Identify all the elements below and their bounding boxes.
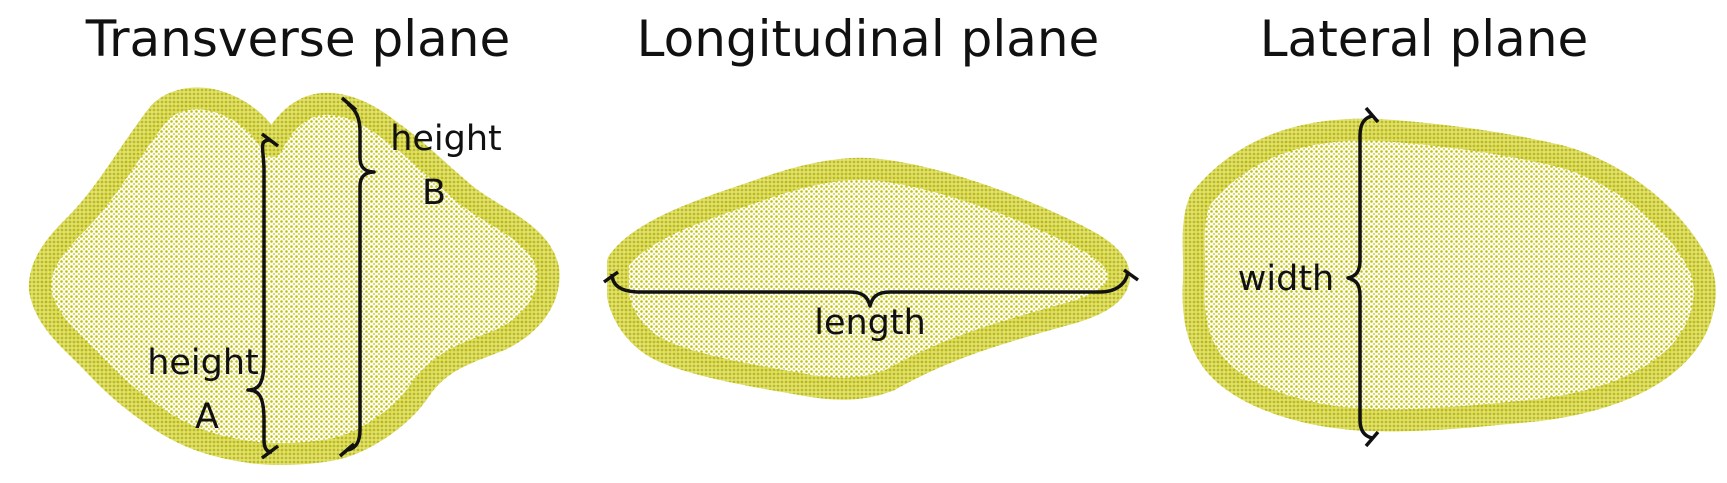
width-label: width <box>1238 259 1334 299</box>
lateral-title: Lateral plane <box>1260 10 1589 68</box>
lateral-cloud-rim <box>1182 118 1716 432</box>
length-brace <box>602 268 1140 308</box>
length-label: length <box>814 303 926 343</box>
width-brace <box>1346 106 1380 448</box>
longitudinal-cloud-rim <box>607 157 1130 400</box>
longitudinal-panel: Longitudinal plane length <box>602 10 1140 400</box>
lateral-point-cloud <box>1182 118 1716 432</box>
transverse-panel: Transverse plane height A height B <box>28 10 560 466</box>
transverse-cloud-rim <box>28 87 560 466</box>
transverse-point-cloud <box>28 87 560 466</box>
lateral-panel: Lateral plane width <box>1182 10 1716 448</box>
height-b-label-line2: B <box>422 173 446 213</box>
height-a-brace <box>246 132 280 460</box>
longitudinal-point-cloud <box>607 157 1130 400</box>
height-a-label-line2: A <box>195 397 219 437</box>
transverse-cloud-body <box>39 98 549 455</box>
height-b-label-line1: height <box>390 119 502 159</box>
lateral-cloud-body <box>1193 129 1705 421</box>
transverse-title: Transverse plane <box>85 10 510 68</box>
height-b-brace <box>338 96 376 458</box>
height-a-label-line1: height <box>147 343 259 383</box>
longitudinal-title: Longitudinal plane <box>637 10 1100 68</box>
